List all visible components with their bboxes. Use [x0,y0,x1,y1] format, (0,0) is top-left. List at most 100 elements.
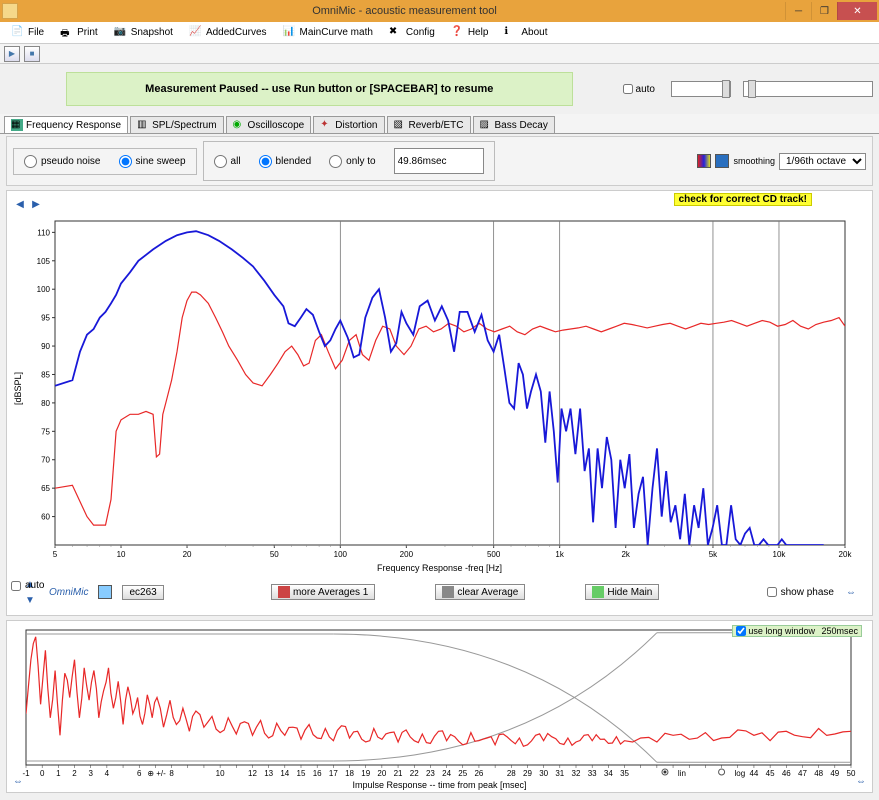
svg-text:45: 45 [766,769,775,778]
svg-text:21: 21 [394,769,403,778]
avg-icon [278,586,290,598]
svg-text:100: 100 [37,285,51,294]
svg-text:17: 17 [329,769,338,778]
curve-color[interactable] [98,585,112,599]
svg-text:1k: 1k [555,550,564,559]
math-icon: 📊 [283,26,297,40]
hide-main-button[interactable]: Hide Main [585,584,659,600]
scope-icon: ◉ [233,119,245,131]
svg-text:1: 1 [56,769,61,778]
menu-snapshot[interactable]: 📷Snapshot [107,24,180,42]
svg-text:44: 44 [749,769,758,778]
svg-text:80: 80 [41,399,50,408]
svg-text:2k: 2k [621,550,630,559]
tab-reverb[interactable]: ▧Reverb/ETC [387,116,471,133]
impulse-arrow-right[interactable]: ⇔ [854,774,868,788]
tab-bass-decay[interactable]: ▨Bass Decay [473,116,555,133]
radio-all[interactable]: all [214,148,241,174]
omnimic-label: OmniMic [49,587,88,598]
print-icon: 🖶 [60,26,74,40]
reverb-icon: ▧ [394,119,406,131]
svg-text:22: 22 [410,769,419,778]
level-slider-2[interactable] [743,81,873,97]
arrow-left[interactable]: ◀ [13,197,27,211]
level-slider-1[interactable] [671,81,731,97]
svg-text:90: 90 [41,342,50,351]
menu-config[interactable]: ✖Config [382,24,442,42]
svg-text:6: 6 [137,769,142,778]
menu-help[interactable]: ❓Help [444,24,496,42]
svg-text:8: 8 [169,769,174,778]
show-phase-checkbox[interactable]: show phase [767,587,834,598]
svg-text:95: 95 [41,314,50,323]
close-button[interactable]: ✕ [837,2,877,20]
color-swatch-2[interactable] [715,154,729,168]
tab-spl-spectrum[interactable]: ▥SPL/Spectrum [130,116,223,133]
impulse-arrow-left[interactable]: ⇔ [11,774,25,788]
file-icon: 📄 [11,26,25,40]
color-swatch-1[interactable] [697,154,711,168]
tab-frequency-response[interactable]: ▦Frequency Response [4,116,128,133]
svg-text:⊕ +/-: ⊕ +/- [147,769,166,778]
radio-sine-sweep[interactable]: sine sweep [119,155,186,168]
arrow-down[interactable]: ▼ [23,593,37,607]
svg-text:110: 110 [37,228,50,237]
arrow-right[interactable]: ▶ [29,197,43,211]
blend-value-input[interactable] [394,148,484,174]
menu-about[interactable]: ℹAbout [497,24,554,42]
impulse-response-panel: use long window 250msec -101234681012131… [6,620,873,793]
svg-text:60: 60 [41,513,50,522]
source-group: pseudo noise sine sweep [13,148,197,175]
hide-icon [592,586,604,598]
freq-response-panel: ◀ ▶ check for correct CD track! [dBSPL] … [6,190,873,616]
maximize-button[interactable]: ❐ [811,2,837,20]
svg-text:3: 3 [88,769,93,778]
svg-text:48: 48 [814,769,823,778]
svg-text:28: 28 [507,769,516,778]
blend-group: all blended only to [203,141,495,181]
tab-oscilloscope[interactable]: ◉Oscilloscope [226,116,312,133]
decay-icon: ▨ [480,119,492,131]
smoothing-select[interactable]: 1/96th octave [779,153,866,170]
tab-distortion[interactable]: ✦Distortion [313,116,384,133]
use-long-window[interactable]: use long window 250msec [732,625,862,637]
svg-text:33: 33 [588,769,597,778]
svg-text:105: 105 [37,257,51,266]
svg-text:85: 85 [41,370,50,379]
auto-scale-checkbox[interactable]: auto [11,580,44,591]
smoothing-label: smoothing [733,156,775,166]
svg-text:49: 49 [830,769,839,778]
menu-file[interactable]: 📄File [4,24,51,42]
radio-only-to[interactable]: only to [329,148,375,174]
clear-average-button[interactable]: clear Average [435,584,525,600]
svg-text:50: 50 [270,550,279,559]
more-averages-button[interactable]: more Averages 1 [271,584,375,600]
svg-text:200: 200 [400,550,414,559]
window-title: OmniMic - acoustic measurement tool [24,5,785,17]
svg-text:5k: 5k [709,550,718,559]
eq-button[interactable]: ec263 [122,585,163,600]
svg-text:10: 10 [117,550,126,559]
menubar: 📄File 🖶Print 📷Snapshot 📈AddedCurves 📊Mai… [0,22,879,44]
svg-text:10k: 10k [773,550,787,559]
stop-button[interactable]: ■ [24,46,40,62]
svg-text:30: 30 [539,769,548,778]
svg-text:34: 34 [604,769,613,778]
config-icon: ✖ [389,26,403,40]
minimize-button[interactable]: ─ [785,2,811,20]
menu-maincurve[interactable]: 📊MainCurve math [276,24,380,42]
svg-text:12: 12 [248,769,257,778]
camera-icon: 📷 [114,26,128,40]
radio-blended[interactable]: blended [259,148,312,174]
impulse-response-chart: -101234681012131415161718192021222324252… [11,625,861,780]
cd-track-warning: check for correct CD track! [674,193,812,206]
arrow-right-2[interactable]: ⇔ [844,585,858,599]
status-banner: Measurement Paused -- use Run button or … [66,72,573,106]
menu-addedcurves[interactable]: 📈AddedCurves [182,24,274,42]
auto-checkbox[interactable]: auto [623,84,655,95]
radio-pseudo-noise[interactable]: pseudo noise [24,155,101,168]
run-button[interactable]: ▶ [4,46,20,62]
svg-text:18: 18 [345,769,354,778]
menu-print[interactable]: 🖶Print [53,24,105,42]
svg-text:31: 31 [555,769,564,778]
